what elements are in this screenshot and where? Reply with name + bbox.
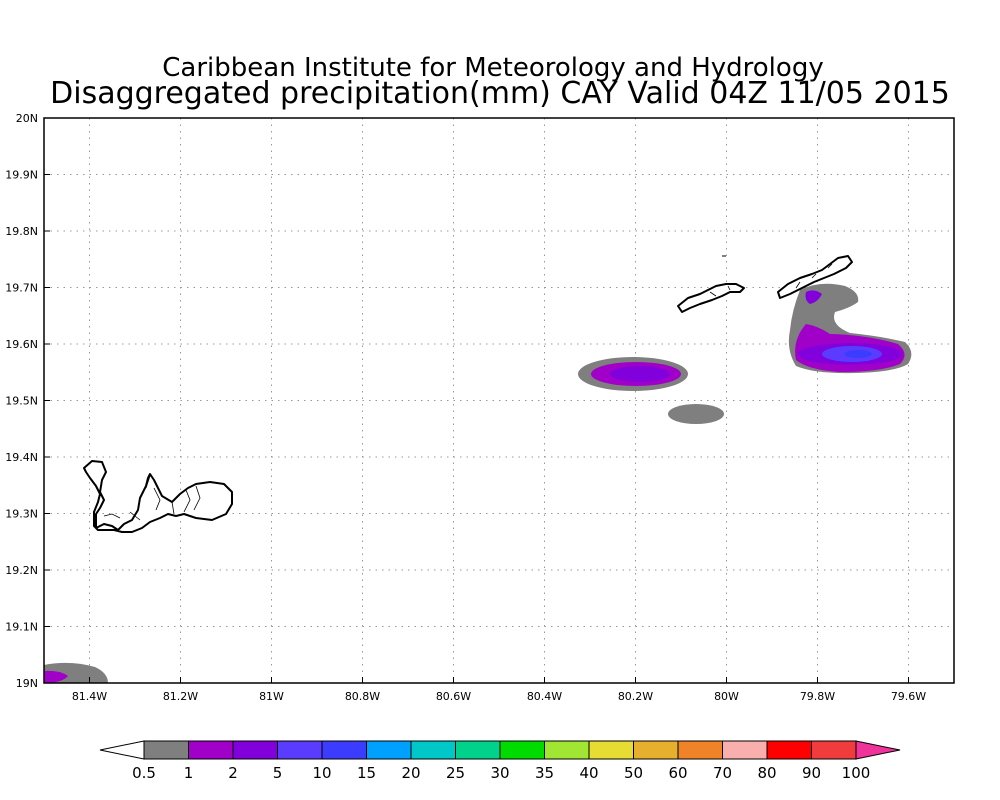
chart-subtitle: Disaggregated precipitation(mm) CAY Vali…: [50, 76, 950, 111]
colorbar-segment: [188, 740, 234, 760]
colorbar-segment: [766, 740, 812, 760]
colorbar-label: 60: [668, 764, 687, 782]
colorbar-segment: [544, 740, 590, 760]
lat-tick-label: 19.4N: [5, 451, 38, 464]
lat-tick-label: 19.8N: [5, 225, 38, 238]
little-cayman-detail: [709, 285, 731, 297]
little-cayman-island: [677, 283, 745, 313]
gridlines: [44, 118, 954, 683]
lon-tick-label: 79.8W: [800, 690, 835, 703]
longitude-tick-labels: 81.4W 81.2W 81W 80.8W 80.6W 80.4W 80.2W 80W 79.8…: [72, 677, 926, 703]
cayman-brac-detail: [795, 263, 833, 289]
lat-tick-label: 19.7N: [5, 282, 38, 295]
colorbar-segment: [366, 740, 412, 760]
colorbar-segment: [232, 740, 278, 760]
colorbar-segment: [277, 740, 323, 760]
grand-cayman-district-boundaries: [103, 475, 201, 521]
lat-tick-label: 19.1N: [5, 621, 38, 634]
precip-area-2mm: [610, 366, 670, 382]
colorbar-label: 80: [757, 764, 776, 782]
lat-tick-label: 19.5N: [5, 395, 38, 408]
lat-tick-label: 19.9N: [5, 169, 38, 182]
lat-tick-label: 19.3N: [5, 508, 38, 521]
precip-area-1mm: [805, 290, 822, 304]
colorbar-label: 20: [401, 764, 420, 782]
colorbar-label: 2: [228, 764, 238, 782]
colorbar-label: 100: [842, 764, 871, 782]
colorbar-segment: [321, 740, 367, 760]
lat-tick-label: 19N: [16, 677, 38, 690]
lon-tick-label: 81W: [259, 690, 284, 703]
lon-tick-label: 80.6W: [436, 690, 471, 703]
colorbar-label: 10: [312, 764, 331, 782]
colorbar: 0.5 1 2 5 10 15 20 25 30 35 40 50 60 70 80 90 100: [99, 740, 901, 782]
colorbar-segment: [499, 740, 545, 760]
colorbar-segment: [410, 740, 456, 760]
lon-tick-label: 80.4W: [527, 690, 562, 703]
colorbar-label: 30: [490, 764, 509, 782]
precip-area-10mm: [844, 350, 872, 358]
precip-area-1mm: [44, 670, 68, 683]
colorbar-under-triangle: [99, 740, 145, 760]
lon-tick-label: 80.2W: [618, 690, 653, 703]
lon-tick-label: 79.6W: [891, 690, 926, 703]
plot-area: [43, 117, 955, 684]
lon-tick-label: 81.2W: [163, 690, 198, 703]
latitude-tick-labels: 19N 19.1N 19.2N 19.3N 19.4N 19.5N 19.6N 19.7N 19…: [5, 112, 50, 690]
colorbar-label: 70: [713, 764, 732, 782]
colorbar-label: 5: [273, 764, 283, 782]
lon-tick-label: 80W: [714, 690, 739, 703]
colorbar-segment: [633, 740, 679, 760]
colorbar-segment: [588, 740, 634, 760]
colorbar-label: 0.5: [132, 764, 156, 782]
lat-tick-label: 19.6N: [5, 338, 38, 351]
precipitation-field: [44, 283, 912, 683]
colorbar-segment: [143, 740, 189, 760]
colorbar-label: 50: [624, 764, 643, 782]
colorbar-label: 25: [446, 764, 465, 782]
colorbar-segment: [677, 740, 723, 760]
chart-title: Caribbean Institute for Meteorology and …: [162, 53, 823, 83]
colorbar-label: 40: [579, 764, 598, 782]
colorbar-label: 90: [802, 764, 821, 782]
lon-tick-label: 80.8W: [345, 690, 380, 703]
colorbar-segment: [722, 740, 768, 760]
coastlines: [83, 255, 853, 533]
precip-area-0.5mm: [668, 404, 724, 424]
lat-tick-label: 20N: [16, 112, 38, 125]
colorbar-segment: [455, 740, 501, 760]
colorbar-label: 35: [535, 764, 554, 782]
colorbar-label: 1: [184, 764, 194, 782]
lat-tick-label: 19.2N: [5, 564, 38, 577]
colorbar-label: 15: [357, 764, 376, 782]
colorbar-segment: [811, 740, 857, 760]
colorbar-over-triangle: [855, 740, 901, 760]
lon-tick-label: 81.4W: [72, 690, 107, 703]
